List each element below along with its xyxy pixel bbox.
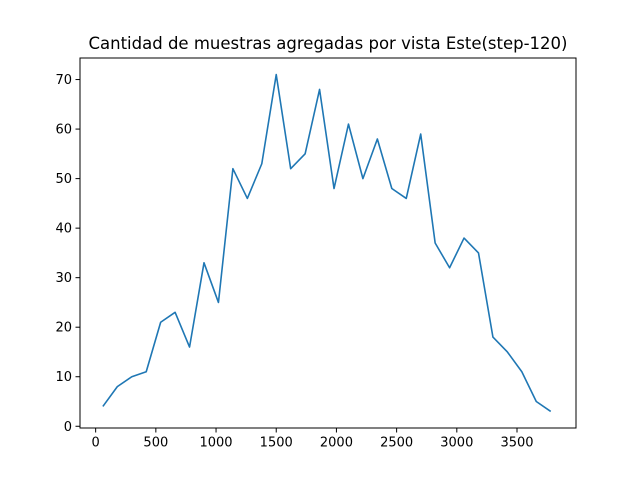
x-tick-label: 3500: [500, 436, 533, 451]
series-line: [102, 73, 552, 413]
x-tick-label: 2500: [380, 436, 413, 451]
x-tick-label: 1500: [260, 436, 293, 451]
x-axis: 0 500 1000 1500 2000 2500 3000 3500: [92, 428, 534, 451]
x-tick-label: 1000: [199, 436, 232, 451]
x-tick-label: 0: [92, 436, 100, 451]
y-tick-label: 20: [55, 321, 72, 336]
y-tick-label: 60: [55, 123, 72, 138]
y-tick-label: 70: [55, 73, 72, 88]
y-axis: 0 10 20 30 40 50 60 70: [55, 73, 80, 435]
y-tick-label: 30: [55, 271, 72, 286]
x-tick-label: 2000: [320, 436, 353, 451]
y-tick-label: 10: [55, 370, 72, 385]
y-tick-label: 40: [55, 222, 72, 237]
plot-frame: [79, 57, 577, 429]
y-tick-label: 0: [64, 420, 72, 435]
y-tick-label: 50: [55, 172, 72, 187]
series-layer: [102, 73, 552, 413]
x-tick-label: 500: [143, 436, 168, 451]
chart-title: Cantidad de muestras agregadas por vista…: [89, 34, 568, 53]
x-tick-label: 3000: [440, 436, 473, 451]
